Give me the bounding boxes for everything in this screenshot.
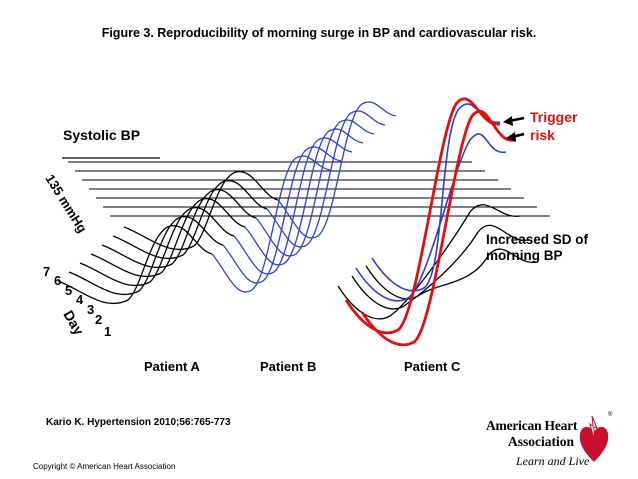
threshold-label: 135 mmHg [42, 172, 90, 236]
day-3-label: 3 [87, 302, 94, 317]
trigger-label-line1: Trigger [530, 109, 578, 125]
day-2-label: 2 [95, 312, 102, 327]
patient-a-curve-day-6 [112, 180, 268, 260]
day-4-label: 4 [76, 292, 84, 307]
patient-a-curve-day-5 [101, 189, 257, 269]
patient-c-curve-red-2 [360, 109, 515, 347]
patient-b-curve-day-7 [277, 101, 397, 239]
increased-sd-label-line2: morning BP [486, 248, 563, 263]
logo-tagline: Learn and Live [516, 454, 590, 468]
day-axis-label: Day [60, 308, 87, 338]
patient-b-curve-day-2 [222, 146, 342, 284]
figure-title: Figure 3. Reproducibility of morning sur… [101, 26, 537, 40]
systolic-bp-label: Systolic BP [63, 127, 140, 143]
day-7-label: 7 [43, 264, 50, 279]
trigger-label-line2: risk [530, 127, 555, 143]
patient-a-label: Patient A [144, 359, 200, 374]
logo-name-line1: American Heart [486, 418, 578, 433]
threshold-lines [62, 157, 550, 217]
day-5-label: 5 [65, 283, 72, 298]
day-6-label: 6 [54, 273, 61, 288]
logo-name-line2: Association [508, 434, 575, 449]
patient-c-curve-black-2 [351, 224, 529, 310]
patient-b-label: Patient B [260, 359, 316, 374]
patient-a-curve-day-2 [68, 216, 224, 296]
patient-c-curve-blue-1 [355, 133, 507, 302]
patient-b-curve-day-4 [244, 128, 364, 266]
patient-a-curves [57, 171, 279, 305]
patient-a-curve-day-4 [90, 198, 246, 278]
aha-logo: American Heart Association Learn and Liv… [470, 410, 620, 470]
patient-a-curve-day-3 [79, 207, 235, 287]
patient-a-curve-day-7 [123, 171, 279, 251]
registered-mark: ® [608, 412, 613, 418]
copyright-notice: Copyright © American Heart Association [33, 462, 176, 471]
patient-c-curve-black-3 [365, 248, 537, 300]
increased-sd-label-line1: Increased SD of [486, 232, 589, 247]
day-1-label: 1 [104, 324, 111, 339]
patient-b-curve-day-3 [233, 137, 353, 275]
patient-c-curves [337, 97, 537, 347]
patient-b-curve-day-1 [211, 155, 331, 293]
trigger-arrow-icon [503, 116, 525, 142]
patient-b-curve-day-5 [255, 119, 375, 257]
citation: Kario K. Hypertension 2010;56:765-773 [46, 417, 231, 428]
patient-b-curves [211, 101, 397, 293]
patient-b-curve-day-6 [266, 110, 386, 248]
patient-c-label: Patient C [404, 359, 461, 374]
heart-torch-icon [579, 415, 609, 462]
